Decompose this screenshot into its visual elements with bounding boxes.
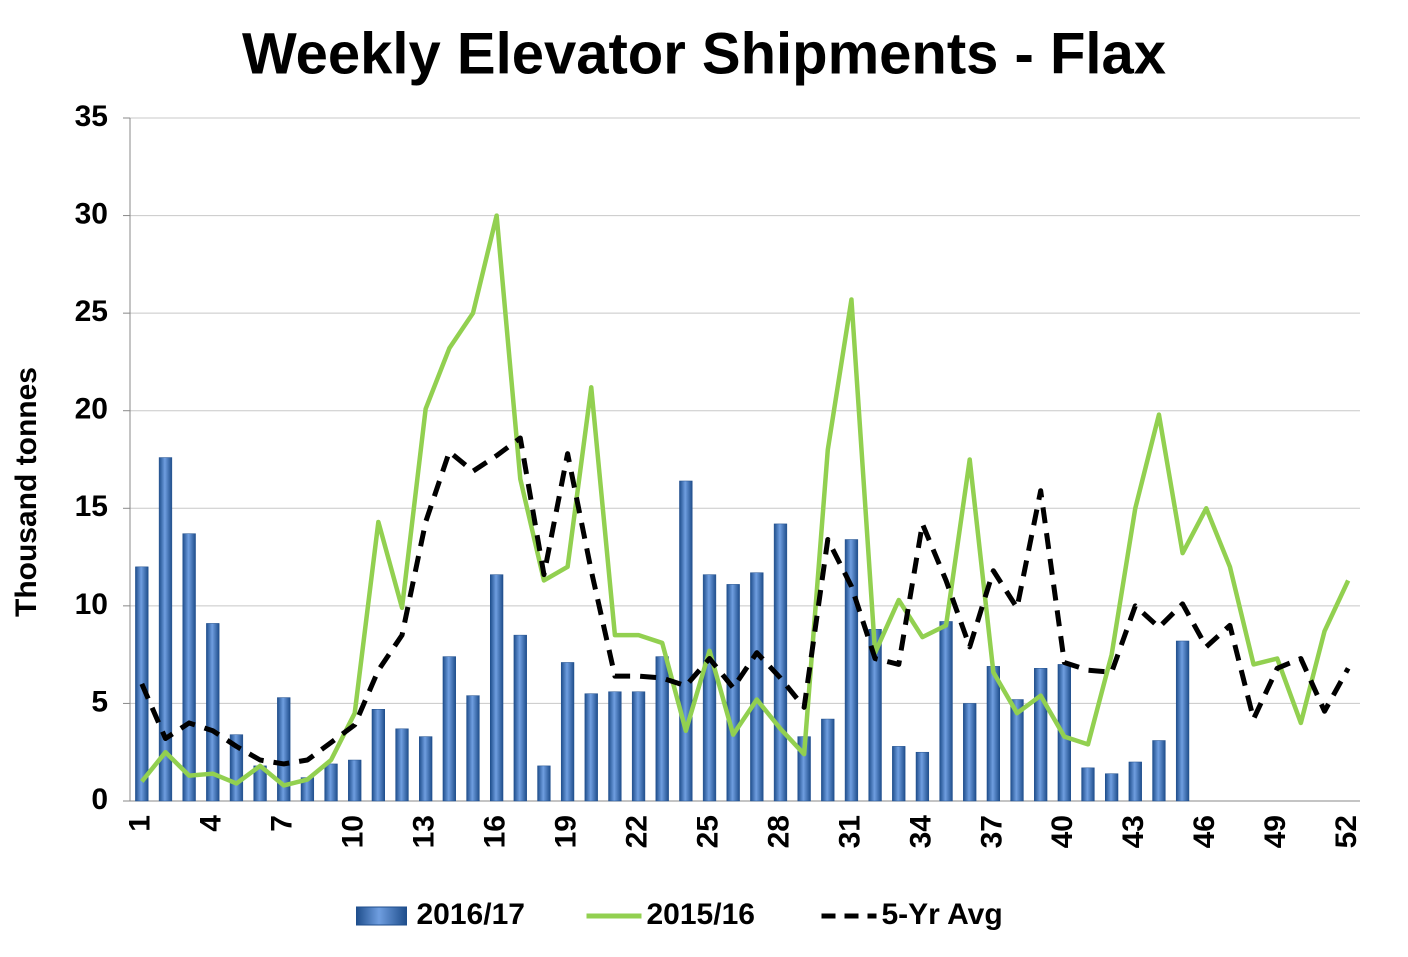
bar [158, 457, 173, 802]
bar [679, 480, 693, 802]
bar [135, 566, 149, 802]
y-tick-label: 35 [75, 100, 108, 133]
x-tick-label: 22 [620, 815, 653, 848]
bar [702, 574, 717, 802]
bar [1081, 767, 1095, 802]
bar [726, 584, 740, 802]
bar [844, 539, 859, 802]
x-tick-label: 1 [124, 815, 157, 832]
bar [1010, 699, 1024, 802]
line [139, 435, 1351, 767]
x-tick-label: 40 [1046, 815, 1079, 848]
x-tick-label: 43 [1117, 815, 1150, 848]
bar [395, 728, 409, 802]
bar [419, 736, 433, 802]
x-tick-label: 16 [479, 815, 512, 848]
legend-swatch [356, 906, 407, 926]
line [140, 213, 1351, 788]
bar [773, 523, 788, 802]
x-tick-label: 7 [266, 815, 299, 832]
y-tick-label: 20 [75, 393, 108, 426]
bar [915, 751, 930, 802]
bar [631, 691, 646, 802]
x-tick-label: 25 [691, 815, 724, 848]
bar [1152, 740, 1166, 802]
x-tick-label: 28 [762, 815, 795, 848]
bar [466, 695, 480, 802]
bar [1128, 761, 1142, 802]
chart-title: Weekly Elevator Shipments - Flax [242, 21, 1166, 86]
bar [892, 746, 906, 802]
y-tick-label: 15 [75, 490, 108, 523]
x-tick-label: 19 [550, 815, 583, 848]
bar [206, 623, 220, 802]
x-tick-label: 34 [904, 815, 937, 849]
x-tick-label: 13 [408, 815, 441, 848]
bar [513, 634, 527, 802]
x-tick-label: 4 [195, 815, 228, 832]
bar [371, 709, 386, 802]
bar [655, 656, 669, 802]
y-tick-label: 10 [75, 588, 108, 621]
y-tick-label: 30 [75, 197, 108, 230]
bar [1104, 773, 1119, 802]
bar [442, 656, 456, 802]
y-axis-title: Thousand tonnes [10, 367, 43, 617]
bar [750, 572, 764, 802]
bar [182, 533, 196, 802]
y-tick-label: 25 [75, 295, 108, 328]
y-tick-label: 0 [91, 783, 108, 816]
bar [821, 718, 835, 802]
x-tick-label: 52 [1330, 815, 1363, 848]
x-tick-label: 37 [975, 815, 1008, 848]
legend-label: 5-Yr Avg [882, 898, 1003, 931]
x-tick-label: 31 [833, 815, 866, 848]
bar [489, 574, 504, 802]
bar [986, 666, 1001, 802]
bar [324, 763, 338, 802]
bar [939, 621, 953, 802]
bar [963, 703, 977, 802]
bar [348, 759, 362, 802]
x-tick-label: 46 [1188, 815, 1221, 848]
bar [537, 765, 551, 802]
legend-label: 2015/16 [647, 898, 755, 931]
bar [560, 662, 575, 802]
legend-label: 2016/17 [417, 898, 525, 931]
bar [1175, 640, 1190, 802]
y-tick-label: 5 [91, 685, 108, 718]
bar [608, 691, 622, 802]
x-tick-label: 10 [337, 815, 370, 848]
x-tick-label: 49 [1259, 815, 1292, 848]
bar [1034, 668, 1048, 802]
bar [584, 693, 598, 802]
bar [277, 697, 291, 802]
